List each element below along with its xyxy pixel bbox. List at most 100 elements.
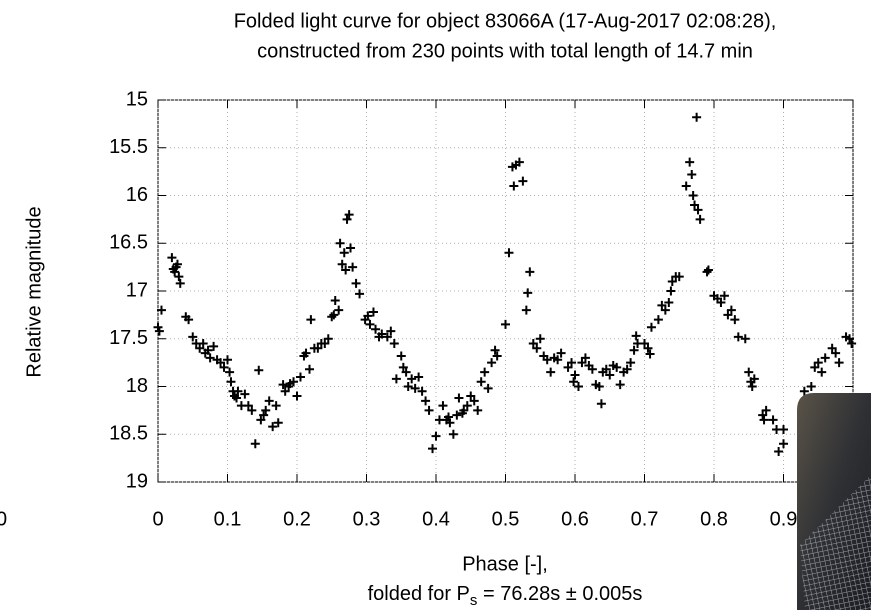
data-point (645, 349, 655, 359)
data-point (243, 401, 253, 411)
data-point (414, 372, 424, 382)
data-point (301, 348, 311, 358)
data-point (667, 276, 677, 286)
data-point (813, 358, 823, 368)
data-point (240, 389, 250, 399)
data-point (681, 181, 691, 191)
data-point (295, 372, 305, 382)
data-point (410, 383, 420, 393)
data-point (525, 267, 535, 277)
data-point (660, 305, 670, 315)
data-point (702, 267, 712, 277)
data-point (448, 429, 458, 439)
data-point (335, 238, 345, 248)
data-point (563, 362, 573, 372)
data-point (674, 272, 684, 282)
data-point (306, 315, 316, 325)
data-point (462, 401, 472, 411)
data-point (438, 401, 448, 411)
data-point (492, 351, 502, 361)
data-point (653, 315, 663, 325)
data-point (391, 374, 401, 384)
data-point (264, 396, 274, 406)
data-point (580, 353, 590, 363)
data-point (594, 382, 604, 391)
data-point (421, 396, 431, 406)
data-point (334, 305, 344, 315)
data-point (363, 311, 373, 321)
data-point (483, 383, 493, 393)
data-point (170, 267, 180, 277)
data-point (768, 415, 778, 425)
x-tick-label: 0.2 (283, 508, 311, 530)
data-point (501, 319, 510, 329)
data-point (577, 358, 587, 368)
data-point (323, 334, 333, 344)
data-point (365, 319, 375, 329)
data-point (273, 418, 283, 428)
data-point (459, 405, 469, 415)
data-point (337, 259, 347, 269)
data-point (716, 297, 726, 307)
data-point (233, 386, 243, 396)
data-point (573, 382, 583, 391)
data-point (817, 367, 827, 377)
y-tick-label: 19 (126, 470, 148, 492)
x-tick-label: 0.9 (770, 508, 798, 530)
data-point (774, 446, 784, 456)
data-point (232, 393, 242, 403)
data-point (368, 307, 378, 317)
x-label-part: = 76.28s ± 0.005s (477, 583, 642, 605)
data-point (225, 367, 235, 377)
data-point (167, 253, 177, 263)
data-point (188, 332, 198, 342)
x-tick-label: 0.6 (561, 508, 589, 530)
data-point (445, 418, 455, 428)
data-point (827, 343, 837, 353)
data-point (219, 362, 229, 372)
data-point (596, 399, 606, 409)
data-point (687, 169, 697, 179)
data-point (695, 214, 705, 224)
data-point (834, 358, 844, 368)
data-point (377, 329, 387, 339)
data-point (247, 405, 257, 415)
data-point (476, 377, 486, 387)
data-point (289, 377, 299, 387)
x-tick-label: 0.7 (631, 508, 659, 530)
x-tick-label: 0.4 (422, 508, 450, 530)
data-point (184, 315, 194, 325)
data-point (719, 291, 729, 301)
data-point (348, 262, 358, 272)
data-point (703, 265, 713, 275)
data-point (428, 444, 438, 454)
data-point (528, 339, 538, 349)
x-tick-label: 0.8 (700, 508, 728, 530)
x-axis-label: Phase [-], (462, 553, 548, 575)
data-point (305, 364, 315, 374)
data-point (820, 353, 830, 363)
x-tick-label: 0.1 (214, 508, 242, 530)
y-tick-label: 15.5 (109, 136, 148, 158)
data-point (396, 351, 406, 361)
data-point (542, 355, 552, 365)
data-point (327, 312, 337, 322)
data-point (758, 410, 768, 420)
data-point (490, 345, 500, 355)
data-point (313, 343, 323, 353)
data-point (622, 364, 632, 374)
data-point (690, 200, 700, 210)
y-tick-label: 18.5 (109, 423, 148, 445)
data-point (261, 405, 271, 415)
data-point (779, 439, 788, 449)
data-point (342, 214, 352, 224)
data-point (226, 377, 236, 387)
y-axis-label: Relative magnitude (23, 206, 45, 377)
data-point (398, 362, 408, 372)
x-axis-label-2: folded for Ps = 76.28s ± 0.005s (368, 583, 643, 609)
data-point (466, 391, 476, 401)
data-point (174, 272, 184, 282)
data-point (386, 326, 396, 336)
data-point (759, 415, 769, 425)
